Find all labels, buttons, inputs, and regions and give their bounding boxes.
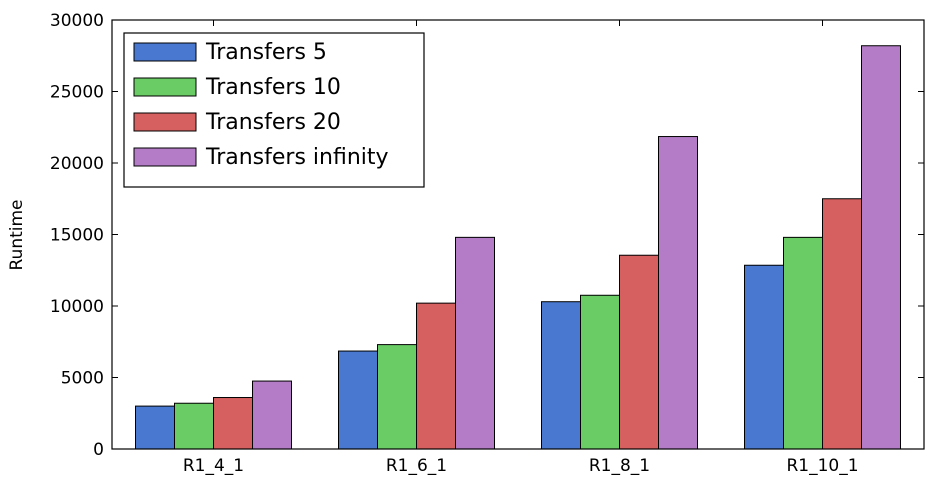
bar bbox=[861, 45, 901, 450]
legend-swatch bbox=[133, 147, 197, 167]
y-tick-label: 25000 bbox=[50, 83, 104, 103]
bar bbox=[580, 294, 620, 450]
legend-label: Transfers 10 bbox=[205, 75, 341, 100]
x-tick-label: R1_4_1 bbox=[183, 456, 244, 476]
bar bbox=[338, 350, 378, 450]
bar bbox=[658, 136, 698, 450]
legend-swatch bbox=[133, 112, 197, 132]
x-tick-label: R1_6_1 bbox=[386, 456, 447, 476]
legend-label: Transfers 5 bbox=[205, 40, 327, 65]
y-tick-label: 15000 bbox=[50, 226, 104, 246]
y-tick-label: 20000 bbox=[50, 154, 104, 174]
y-axis-label: Runtime bbox=[7, 199, 27, 270]
bar bbox=[822, 198, 862, 450]
bar bbox=[213, 397, 253, 450]
bar bbox=[416, 302, 456, 450]
bar bbox=[541, 301, 581, 450]
y-tick-label: 5000 bbox=[61, 369, 104, 389]
x-tick-label: R1_8_1 bbox=[589, 456, 650, 476]
bar bbox=[377, 344, 417, 450]
bar bbox=[783, 236, 823, 450]
y-axis: 0 5000 10000 15000 20000 25000 30000 bbox=[50, 11, 924, 460]
legend-swatch bbox=[133, 77, 197, 97]
bar bbox=[455, 236, 495, 450]
x-tick-label: R1_10_1 bbox=[786, 456, 858, 476]
y-tick-label: 0 bbox=[93, 440, 104, 460]
bars-group bbox=[135, 45, 901, 450]
plot-frame bbox=[111, 19, 925, 450]
bar bbox=[252, 380, 292, 450]
bar bbox=[174, 402, 214, 450]
legend-label: Transfers 20 bbox=[205, 110, 341, 135]
legend-swatch bbox=[133, 42, 197, 62]
bar bbox=[135, 405, 175, 450]
legend-label: Transfers infinity bbox=[205, 145, 389, 170]
bar bbox=[619, 254, 659, 450]
y-tick-label: 10000 bbox=[50, 297, 104, 317]
bar bbox=[744, 264, 784, 450]
x-axis: R1_4_1 R1_6_1 R1_8_1 R1_10_1 bbox=[183, 20, 859, 476]
legend: Transfers 5 Transfers 10 Transfers 20 Trans… bbox=[123, 32, 425, 188]
y-tick-label: 30000 bbox=[50, 11, 104, 31]
